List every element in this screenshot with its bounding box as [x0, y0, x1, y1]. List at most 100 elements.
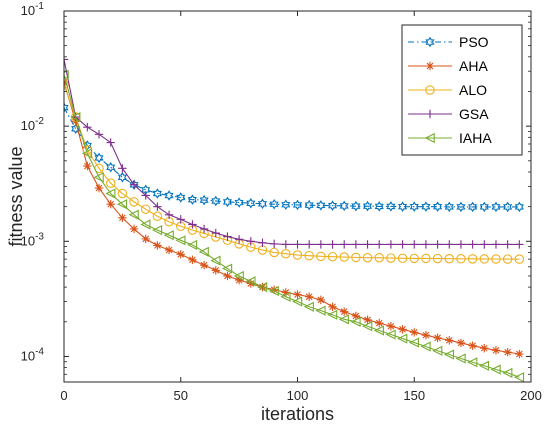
data-point-alo	[64, 79, 69, 90]
data-point-gsa	[468, 240, 477, 249]
data-point-gsa	[445, 240, 454, 249]
series-pso	[64, 102, 524, 213]
data-point-alo	[269, 247, 279, 258]
data-point-iaha	[408, 337, 419, 348]
data-point-pso	[304, 199, 314, 211]
data-point-pso	[106, 161, 116, 173]
data-point-gsa	[211, 228, 220, 238]
data-point-pso	[503, 201, 513, 213]
legend-marker-aha	[425, 61, 435, 71]
data-point-iaha	[443, 349, 455, 360]
data-point-iaha	[93, 172, 104, 183]
data-point-pso	[374, 201, 384, 212]
x-tick-label: 50	[174, 388, 188, 403]
data-point-iaha	[70, 111, 81, 123]
data-point-iaha	[327, 309, 338, 320]
data-point-iaha	[455, 353, 466, 364]
x-axis-title: iterations	[261, 404, 334, 424]
data-point-alo	[479, 254, 490, 264]
series-gsa	[64, 55, 524, 249]
data-point-iaha	[140, 219, 151, 230]
data-point-alo	[292, 250, 303, 260]
data-point-pso	[176, 192, 186, 203]
data-point-gsa	[340, 240, 349, 249]
data-point-gsa	[503, 240, 512, 249]
data-point-gsa	[223, 232, 232, 241]
y-tick-label: 10-3	[21, 231, 45, 248]
data-point-gsa	[316, 240, 326, 249]
data-point-gsa	[164, 210, 174, 219]
data-point-gsa	[491, 240, 501, 249]
data-point-gsa	[176, 215, 185, 224]
data-point-pso	[257, 198, 268, 209]
data-point-gsa	[456, 240, 466, 249]
data-point-gsa	[480, 240, 489, 249]
data-point-pso	[94, 152, 104, 164]
data-point-aha	[375, 318, 384, 328]
data-point-iaha	[373, 325, 384, 336]
data-point-pso	[456, 201, 466, 213]
data-point-iaha	[478, 360, 490, 371]
data-point-alo	[502, 254, 513, 264]
data-point-aha	[351, 311, 361, 321]
legend-marker-gsa	[425, 109, 435, 119]
data-point-iaha	[128, 209, 139, 220]
data-point-pso	[316, 200, 326, 211]
data-point-iaha	[362, 321, 373, 332]
data-point-iaha	[186, 239, 198, 251]
data-point-pso	[269, 198, 279, 210]
data-point-pso	[222, 196, 232, 208]
data-point-iaha	[420, 341, 431, 352]
data-point-iaha	[64, 69, 69, 80]
data-point-gsa	[304, 240, 314, 249]
data-point-aha	[94, 183, 104, 193]
legend-marker-alo	[425, 85, 435, 95]
data-point-iaha	[502, 367, 513, 378]
data-point-alo	[105, 178, 116, 188]
data-point-aha	[410, 328, 419, 337]
data-point-gsa	[386, 240, 396, 249]
data-point-gsa	[398, 240, 407, 249]
data-point-pso	[421, 201, 431, 212]
series-aha	[64, 78, 524, 359]
data-point-gsa	[269, 239, 279, 249]
data-point-pso	[152, 188, 162, 199]
data-point-pso	[187, 194, 197, 205]
series-line-gsa	[64, 59, 520, 245]
data-point-gsa	[410, 240, 419, 249]
data-point-aha	[491, 346, 501, 355]
data-point-iaha	[350, 316, 361, 327]
data-point-alo	[316, 251, 326, 262]
data-point-iaha	[268, 285, 279, 297]
data-point-alo	[467, 254, 478, 264]
data-point-iaha	[292, 296, 303, 307]
data-point-iaha	[105, 188, 116, 199]
data-point-alo	[362, 252, 373, 263]
data-point-pso	[292, 199, 303, 211]
data-point-aha	[293, 290, 302, 299]
data-point-iaha	[338, 314, 349, 325]
legend-label-aha: AHA	[459, 58, 488, 74]
data-point-aha	[129, 224, 139, 234]
data-point-aha	[141, 234, 150, 244]
series-line-alo	[64, 84, 520, 260]
data-point-gsa	[188, 220, 197, 229]
data-point-gsa	[258, 238, 267, 248]
data-point-gsa	[433, 240, 442, 249]
data-point-pso	[409, 201, 419, 212]
data-point-alo	[432, 253, 443, 264]
data-point-aha	[176, 250, 185, 259]
data-point-gsa	[421, 240, 431, 249]
data-point-aha	[83, 161, 92, 171]
data-point-alo	[397, 253, 408, 264]
series-layer	[64, 55, 525, 382]
data-point-aha	[503, 347, 512, 357]
data-point-pso	[444, 201, 454, 213]
data-point-gsa	[328, 240, 337, 249]
data-point-alo	[281, 248, 291, 259]
data-point-gsa	[118, 164, 127, 173]
data-point-iaha	[245, 276, 256, 287]
data-point-gsa	[234, 235, 244, 244]
